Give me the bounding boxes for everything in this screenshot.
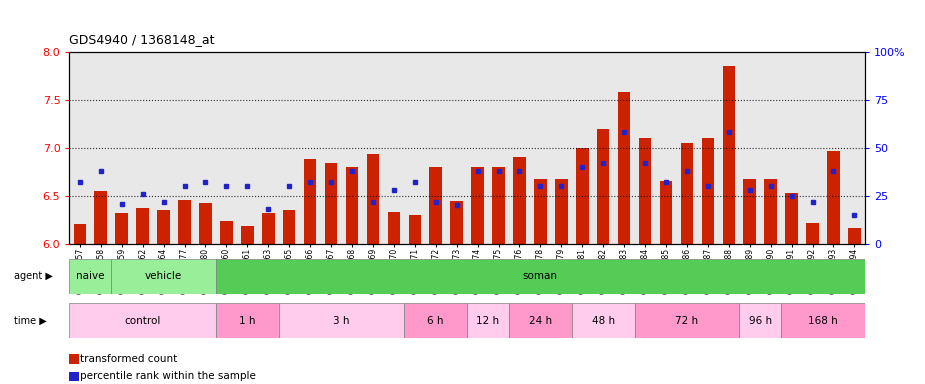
Bar xyxy=(785,193,798,244)
Bar xyxy=(635,303,739,338)
Bar xyxy=(69,259,111,294)
Bar xyxy=(848,228,860,244)
Text: soman: soman xyxy=(523,271,558,281)
Bar xyxy=(283,210,295,244)
Bar xyxy=(450,201,462,244)
Bar xyxy=(404,303,467,338)
Text: 1 h: 1 h xyxy=(239,316,255,326)
Bar xyxy=(366,154,379,244)
Bar xyxy=(701,138,714,244)
Text: control: control xyxy=(125,316,161,326)
Text: agent ▶: agent ▶ xyxy=(14,271,53,281)
Bar xyxy=(74,224,86,244)
Bar xyxy=(744,179,756,244)
Bar xyxy=(492,167,505,244)
Bar xyxy=(409,215,421,244)
Bar xyxy=(764,179,777,244)
Bar xyxy=(472,167,484,244)
Text: vehicle: vehicle xyxy=(145,271,182,281)
Bar xyxy=(69,303,216,338)
Bar xyxy=(116,213,128,244)
Text: 168 h: 168 h xyxy=(808,316,838,326)
Text: 24 h: 24 h xyxy=(529,316,552,326)
Text: 72 h: 72 h xyxy=(675,316,698,326)
Text: 6 h: 6 h xyxy=(427,316,444,326)
Bar xyxy=(111,259,216,294)
Bar xyxy=(429,167,442,244)
Bar xyxy=(534,179,547,244)
Bar xyxy=(572,303,635,338)
Bar xyxy=(555,179,568,244)
Text: 12 h: 12 h xyxy=(476,316,500,326)
Bar xyxy=(278,303,404,338)
Bar xyxy=(827,151,840,244)
Bar xyxy=(639,138,651,244)
Bar xyxy=(807,223,819,244)
Bar xyxy=(513,157,525,244)
Bar xyxy=(136,209,149,244)
Bar xyxy=(467,303,509,338)
Bar xyxy=(722,66,735,244)
Text: percentile rank within the sample: percentile rank within the sample xyxy=(80,371,256,381)
Bar xyxy=(241,226,253,244)
Bar xyxy=(303,159,316,244)
Bar xyxy=(216,259,865,294)
Bar xyxy=(618,92,631,244)
Bar xyxy=(216,303,278,338)
Bar xyxy=(660,182,672,244)
Bar xyxy=(739,303,781,338)
Bar xyxy=(388,212,401,244)
Bar xyxy=(94,191,107,244)
Text: 96 h: 96 h xyxy=(748,316,771,326)
Bar xyxy=(179,200,191,244)
Text: GDS4940 / 1368148_at: GDS4940 / 1368148_at xyxy=(69,33,215,46)
Bar xyxy=(220,221,233,244)
Text: 3 h: 3 h xyxy=(333,316,350,326)
Bar xyxy=(157,210,170,244)
Text: naive: naive xyxy=(76,271,105,281)
Text: time ▶: time ▶ xyxy=(14,316,46,326)
Bar xyxy=(576,148,588,244)
Bar xyxy=(597,129,610,244)
Bar xyxy=(325,163,338,244)
Bar xyxy=(199,203,212,244)
Bar xyxy=(781,303,865,338)
Text: transformed count: transformed count xyxy=(80,354,178,364)
Bar xyxy=(509,303,572,338)
Bar xyxy=(346,167,358,244)
Text: 48 h: 48 h xyxy=(592,316,615,326)
Bar xyxy=(681,143,693,244)
Bar xyxy=(262,213,275,244)
